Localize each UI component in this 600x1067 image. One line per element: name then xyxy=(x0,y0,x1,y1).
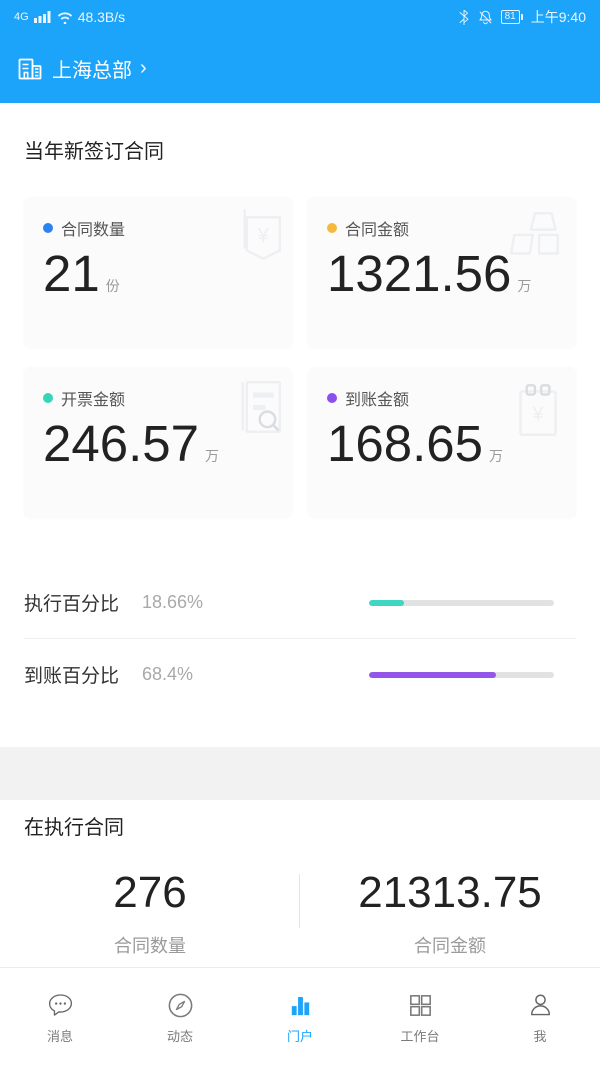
svg-text:¥: ¥ xyxy=(531,402,544,425)
svg-text:¥: ¥ xyxy=(257,224,270,247)
